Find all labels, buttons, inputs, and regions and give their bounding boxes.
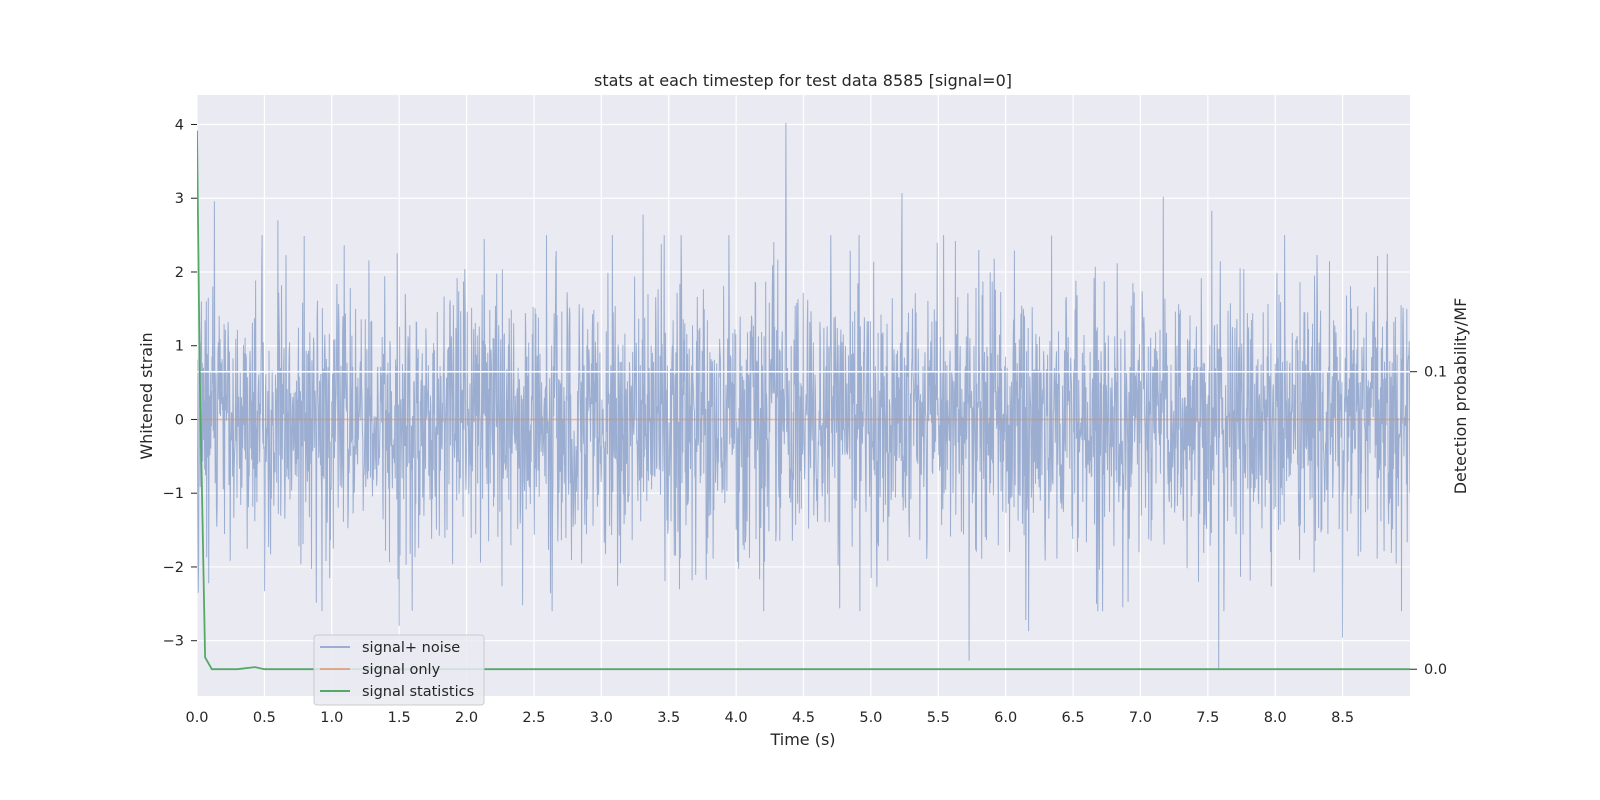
y2-axis-label: Detection probability/MF [1451,298,1470,495]
y-tick-label: 0 [175,412,184,428]
x-tick-label: 2.0 [455,710,478,726]
legend: signal+ noise signal only signal statist… [313,634,485,706]
y-axis-label: Whitened strain [137,332,156,459]
x-axis-label: Time (s) [769,730,835,749]
x-axis-ticks: 0.0 0.5 1.0 1.5 2.0 2.5 3.0 3.5 4.0 4.5 5.0 5.5 6.0 6… [185,710,1354,726]
y-tick-label: 3 [175,191,184,207]
y-tick-label: −2 [163,560,184,576]
x-tick-label: 3.0 [590,710,613,726]
x-tick-label: 7.0 [1129,710,1152,726]
y-tick-label: −3 [163,634,184,650]
y2-tick-label: 0.1 [1424,365,1447,381]
series-signal-noise-line [197,122,1410,671]
x-tick-label: 1.0 [320,710,343,726]
x-tick-label: 6.0 [994,710,1017,726]
y-tick-label: 1 [175,339,184,355]
x-tick-label: 0.0 [185,710,208,726]
x-tick-label: 8.5 [1331,710,1354,726]
x-tick-label: 4.0 [725,710,748,726]
y-tick-label: −1 [163,486,184,502]
x-tick-label: 5.5 [927,710,950,726]
x-tick-label: 0.5 [253,710,276,726]
x-tick-label: 2.5 [522,710,545,726]
x-tick-label: 3.5 [657,710,680,726]
y-tick-label: 4 [175,117,184,133]
legend-label-signal-statistics: signal statistics [362,684,474,700]
legend-label-signal-noise: signal+ noise [362,640,460,656]
x-tick-label: 5.0 [859,710,882,726]
x-tick-label: 6.5 [1062,710,1085,726]
x-tick-label: 8.0 [1264,710,1287,726]
legend-label-signal-only: signal only [362,662,441,678]
y2-axis-ticks: 0.1 0.0 [1410,365,1447,678]
y2-tick-label: 0.0 [1424,662,1447,678]
x-tick-label: 7.5 [1196,710,1219,726]
x-tick-label: 4.5 [792,710,815,726]
legend-box [313,634,485,706]
chart-title: stats at each timestep for test data 858… [594,71,1012,90]
x-tick-label: 1.5 [388,710,411,726]
y-tick-label: 2 [175,265,184,281]
y-axis-ticks: 4 3 2 1 0 −1 −2 −3 [163,117,197,650]
